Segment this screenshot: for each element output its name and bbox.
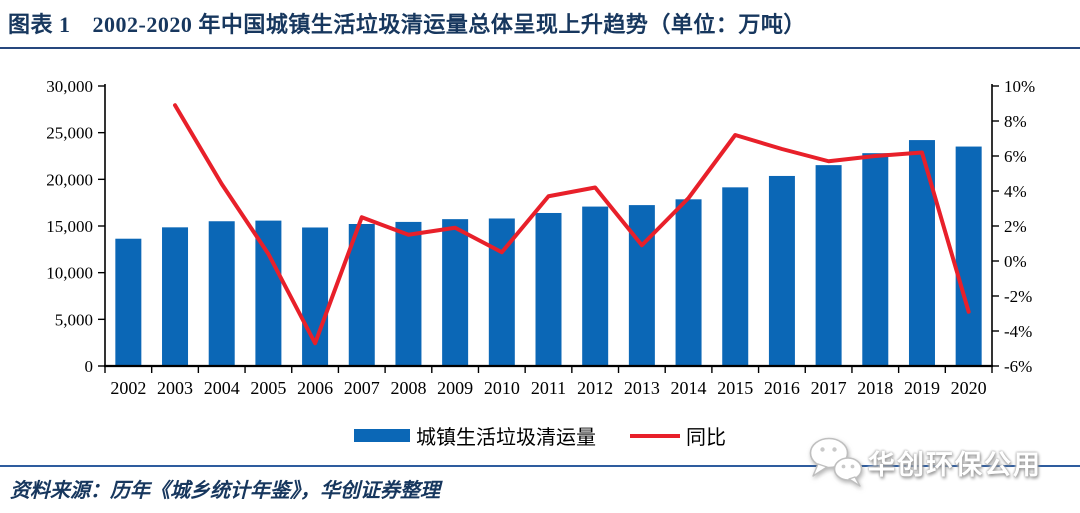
bar-2004 bbox=[208, 221, 235, 366]
x-tick-label: 2007 bbox=[344, 378, 380, 398]
bar-2003 bbox=[162, 227, 189, 366]
left-tick-label: 30,000 bbox=[46, 77, 93, 96]
right-tick-label: 0% bbox=[1004, 252, 1027, 271]
right-tick-label: 8% bbox=[1004, 112, 1027, 131]
bar-2012 bbox=[582, 206, 609, 366]
bar-2002 bbox=[115, 238, 142, 366]
left-tick-label: 25,000 bbox=[46, 124, 93, 143]
x-tick-label: 2012 bbox=[577, 378, 613, 398]
bar-2016 bbox=[768, 175, 795, 366]
left-tick-label: 10,000 bbox=[46, 264, 93, 283]
bar-2011 bbox=[535, 212, 562, 366]
x-tick-label: 2019 bbox=[904, 378, 940, 398]
x-tick-label: 2003 bbox=[157, 378, 193, 398]
title-divider bbox=[0, 47, 1080, 49]
x-tick-label: 2016 bbox=[764, 378, 800, 398]
source-note: 资料来源：历年《城乡统计年鉴》，华创证券整理 bbox=[10, 480, 440, 502]
right-tick-label: 10% bbox=[1004, 77, 1035, 96]
right-tick-label: -2% bbox=[1004, 287, 1032, 306]
bar-2007 bbox=[348, 223, 375, 366]
right-tick-label: -4% bbox=[1004, 322, 1032, 341]
x-tick-label: 2004 bbox=[204, 378, 240, 398]
right-tick-label: 2% bbox=[1004, 217, 1027, 236]
bar-2009 bbox=[442, 219, 469, 366]
legend-line-label: 同比 bbox=[686, 427, 726, 449]
right-tick-label: -6% bbox=[1004, 357, 1032, 376]
bar-2008 bbox=[395, 221, 422, 366]
figure-title-text: 2002-2020 年中国城镇生活垃圾清运量总体呈现上升趋势（单位：万吨） bbox=[92, 12, 806, 37]
x-tick-label: 2015 bbox=[717, 378, 753, 398]
x-tick-label: 2018 bbox=[857, 378, 893, 398]
watermark-label: 华创环保公用 bbox=[868, 449, 1042, 480]
footer-divider bbox=[0, 465, 1080, 467]
x-tick-label: 2002 bbox=[110, 378, 146, 398]
brand-watermark: 华创环保公用 bbox=[808, 436, 1042, 488]
figure-number: 图表 1 bbox=[8, 12, 71, 37]
left-tick-label: 15,000 bbox=[46, 217, 93, 236]
legend-bar-swatch bbox=[354, 429, 410, 442]
x-tick-label: 2008 bbox=[390, 378, 426, 398]
legend-bar-label: 城镇生活垃圾清运量 bbox=[416, 427, 596, 449]
legend-entry-bar: 城镇生活垃圾清运量 bbox=[354, 421, 596, 450]
legend-line-swatch bbox=[630, 433, 680, 438]
bar-2005 bbox=[255, 220, 282, 366]
x-tick-label: 2005 bbox=[250, 378, 286, 398]
x-tick-label: 2013 bbox=[624, 378, 660, 398]
bar-2015 bbox=[722, 187, 749, 366]
x-tick-label: 2014 bbox=[671, 378, 707, 398]
page-title: 图表 1 2002-2020 年中国城镇生活垃圾清运量总体呈现上升趋势（单位：万吨… bbox=[8, 7, 1072, 39]
x-tick-label: 2011 bbox=[531, 378, 566, 398]
left-tick-label: 0 bbox=[85, 357, 94, 376]
x-tick-label: 2020 bbox=[951, 378, 987, 398]
bar-2020 bbox=[955, 146, 982, 366]
right-tick-label: 6% bbox=[1004, 147, 1027, 166]
x-tick-label: 2006 bbox=[297, 378, 333, 398]
bar-2014 bbox=[675, 199, 702, 366]
bar-2018 bbox=[862, 153, 889, 366]
x-tick-label: 2009 bbox=[437, 378, 473, 398]
left-tick-label: 20,000 bbox=[46, 170, 93, 189]
x-tick-label: 2010 bbox=[484, 378, 520, 398]
chart-legend: 城镇生活垃圾清运量 同比 bbox=[0, 421, 1080, 450]
left-tick-label: 5,000 bbox=[55, 310, 93, 329]
yoy-line bbox=[173, 103, 971, 346]
bar-2019 bbox=[908, 140, 935, 366]
x-tick-label: 2017 bbox=[811, 378, 847, 398]
wechat-icon bbox=[809, 437, 863, 487]
chart-canvas: 0 5,000 10,000 15,000 20,000 25,000 30,000 -6% -… bbox=[46, 77, 1035, 398]
bar-2017 bbox=[815, 165, 842, 366]
bar-2013 bbox=[628, 205, 655, 366]
legend-entry-line: 同比 bbox=[630, 421, 726, 450]
right-tick-label: 4% bbox=[1004, 182, 1027, 201]
